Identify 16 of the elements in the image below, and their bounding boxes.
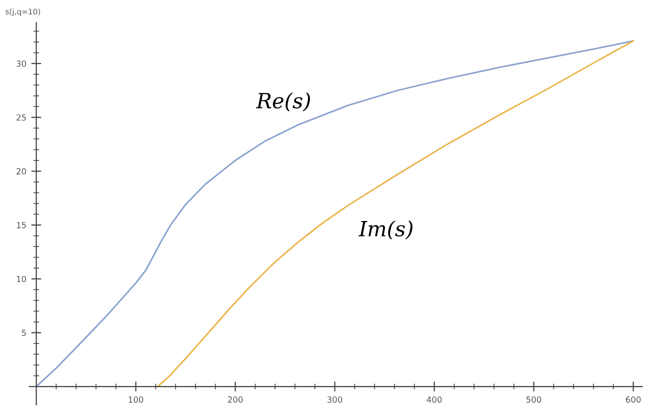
y-tick-label: 30 [16,60,26,67]
y-tick-label: 5 [22,330,26,336]
line-series [36,40,634,388]
x-tick-label: 200 [228,396,243,403]
y-tick-label: 20 [16,168,26,174]
x-tick-label: 100 [128,396,144,403]
y-tick-label: 10 [16,276,26,282]
x-tick-label: 400 [426,396,442,403]
y-tick-label: 15 [16,222,26,228]
x-tick-label: 500 [526,396,542,403]
line-series [156,40,634,388]
series-label: Im(s) [358,220,412,240]
x-tick-label: 300 [327,396,342,403]
series-label: Re(s) [256,92,310,112]
y-tick-label: 25 [16,114,26,121]
x-tick-label: 600 [626,396,641,403]
